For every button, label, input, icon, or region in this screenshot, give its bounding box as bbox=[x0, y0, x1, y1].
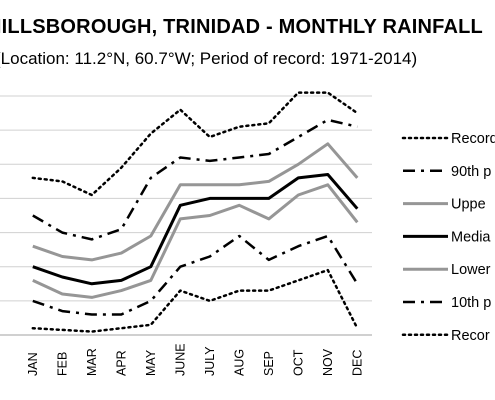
legend-label-4: Media bbox=[451, 229, 491, 245]
series-line-6 bbox=[32, 234, 359, 316]
x-tick-label-aug: AUG bbox=[232, 349, 246, 376]
x-tick-label-nov: NOV bbox=[321, 348, 335, 376]
legend-label-6: 10th p bbox=[451, 295, 491, 311]
x-tick-label-apr: APR bbox=[114, 350, 128, 376]
chart-subtitle: (Location: 11.2°N, 60.7°W; Period of rec… bbox=[0, 49, 418, 68]
series-line-7 bbox=[31, 268, 359, 333]
x-tick-label-mar: MAR bbox=[85, 348, 99, 376]
x-tick-label-july: JULY bbox=[203, 346, 217, 376]
legend-label-5: Lower bbox=[451, 262, 491, 278]
legend-label-1: Record bbox=[451, 131, 495, 147]
series-line-5 bbox=[32, 183, 359, 299]
x-tick-label-jan: JAN bbox=[26, 352, 40, 376]
series-line-2 bbox=[32, 118, 358, 241]
legend-label-3: Uppe bbox=[451, 197, 486, 213]
x-tick-label-feb: FEB bbox=[55, 352, 69, 376]
x-tick-label-oct: OCT bbox=[291, 349, 305, 376]
x-tick-label-dec: DEC bbox=[350, 350, 364, 376]
x-tick-label-june: JUNE bbox=[173, 343, 187, 376]
x-tick-label-sep: SEP bbox=[262, 351, 276, 376]
chart-title: HILLSBOROUGH, TRINIDAD - MONTHLY RAINFAL… bbox=[0, 16, 483, 38]
legend-label-7: Recor bbox=[451, 328, 490, 344]
series-line-1 bbox=[31, 91, 359, 197]
x-tick-label-may: MAY bbox=[144, 349, 158, 376]
legend-label-2: 90th p bbox=[451, 164, 491, 180]
series-line-3 bbox=[32, 142, 359, 262]
series-line-4 bbox=[32, 173, 359, 286]
